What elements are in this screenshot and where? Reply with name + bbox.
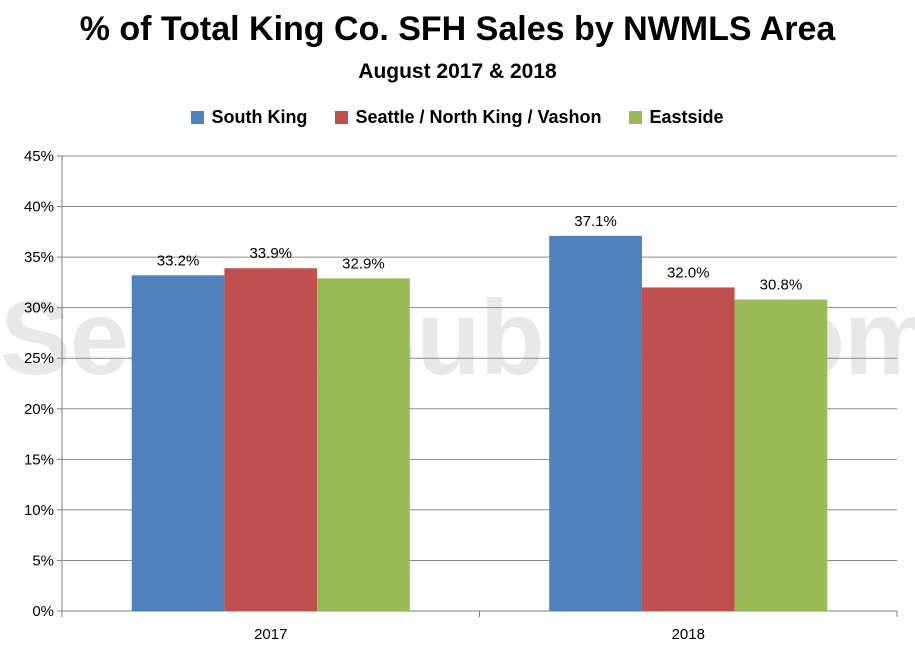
data-label: 30.8% — [760, 277, 803, 294]
y-tick-label: 10% — [24, 502, 54, 519]
bar — [641, 287, 735, 611]
legend-label: South King — [211, 107, 308, 127]
bar — [131, 275, 225, 611]
chart-title: % of Total King Co. SFH Sales by NWMLS A… — [79, 10, 836, 48]
y-tick-label: 0% — [32, 603, 54, 620]
y-tick-label: 20% — [24, 401, 54, 418]
data-label: 37.1% — [574, 213, 617, 230]
x-category-label: 2017 — [254, 626, 287, 643]
data-label: 33.2% — [157, 252, 200, 269]
legend-swatch — [335, 111, 349, 124]
y-tick-label: 30% — [24, 300, 54, 317]
legend-item-south-king: South King — [191, 107, 307, 128]
legend-label: Seattle / North King / Vashon — [355, 107, 602, 127]
y-tick-label: 5% — [32, 552, 54, 569]
legend: South King Seattle / North King / Vashon… — [0, 107, 915, 128]
legend-label: Eastside — [649, 107, 724, 127]
y-tick-label: 15% — [24, 451, 54, 468]
legend-item-eastside: Eastside — [629, 107, 724, 128]
bar — [549, 235, 642, 611]
chart-subtitle: August 2017 & 2018 — [358, 60, 557, 83]
legend-swatch — [629, 111, 643, 124]
bar — [317, 278, 410, 611]
data-label: 32.9% — [342, 255, 385, 272]
bar — [734, 299, 828, 611]
y-tick-label: 45% — [24, 148, 54, 165]
y-tick-label: 35% — [24, 249, 54, 266]
data-label: 33.9% — [249, 245, 292, 262]
legend-swatch — [191, 111, 205, 124]
y-tick-label: 25% — [24, 350, 54, 367]
y-tick-label: 40% — [24, 199, 54, 216]
data-label: 32.0% — [667, 264, 710, 281]
x-category-label: 2018 — [672, 626, 705, 643]
legend-item-seattle: Seattle / North King / Vashon — [335, 107, 601, 128]
bar — [224, 268, 318, 611]
